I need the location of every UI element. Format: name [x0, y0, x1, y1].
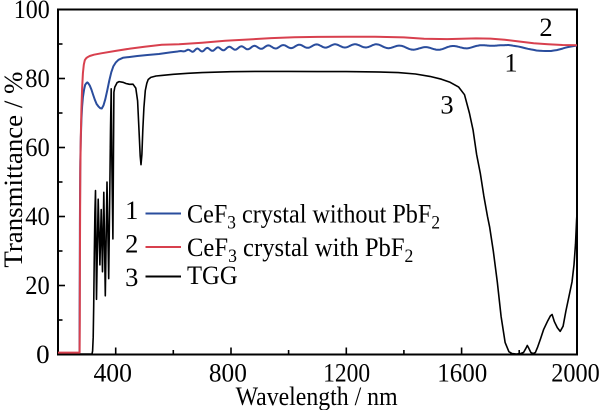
svg-text:20: 20: [25, 270, 50, 300]
svg-text:1: 1: [504, 48, 517, 78]
svg-text:800: 800: [209, 358, 247, 388]
svg-text:0: 0: [36, 339, 50, 369]
svg-text:3: 3: [440, 90, 453, 120]
svg-text:3: 3: [125, 262, 138, 292]
svg-text:80: 80: [25, 63, 50, 93]
svg-text:1600: 1600: [437, 358, 487, 388]
svg-text:TGG: TGG: [187, 260, 238, 290]
svg-text:CeF3 crystal with PbF2: CeF3 crystal with PbF2: [187, 232, 413, 266]
svg-text:100: 100: [14, 0, 50, 24]
svg-text:60: 60: [25, 132, 50, 162]
svg-text:2: 2: [539, 12, 552, 42]
svg-text:2: 2: [125, 229, 138, 259]
svg-text:2000: 2000: [551, 358, 600, 388]
svg-text:CeF3 crystal without PbF2: CeF3 crystal without PbF2: [187, 200, 440, 233]
svg-text:1: 1: [125, 195, 138, 225]
svg-text:Transmittance / %: Transmittance / %: [0, 72, 28, 268]
svg-text:1200: 1200: [323, 358, 370, 388]
svg-text:Wavelength / nm: Wavelength / nm: [236, 381, 398, 410]
svg-text:400: 400: [93, 358, 132, 388]
svg-text:40: 40: [25, 201, 50, 231]
